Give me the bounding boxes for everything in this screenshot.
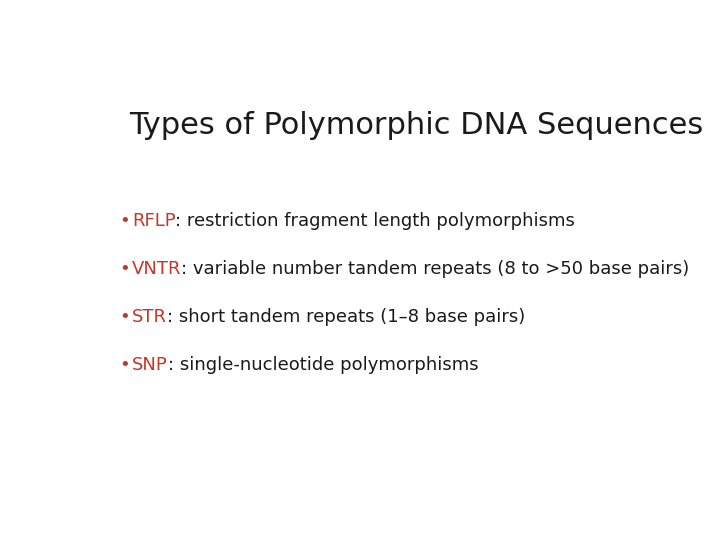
Text: SNP: SNP <box>132 356 168 374</box>
Text: VNTR: VNTR <box>132 260 181 278</box>
Text: •: • <box>120 356 130 374</box>
Text: : restriction fragment length polymorphisms: : restriction fragment length polymorphi… <box>176 212 575 231</box>
Text: STR: STR <box>132 308 167 326</box>
Text: : variable number tandem repeats (8 to >50 base pairs): : variable number tandem repeats (8 to >… <box>181 260 690 278</box>
Text: Types of Polymorphic DNA Sequences: Types of Polymorphic DNA Sequences <box>129 111 703 139</box>
Text: •: • <box>120 212 130 231</box>
Text: •: • <box>120 260 130 278</box>
Text: •: • <box>120 308 130 326</box>
Text: : short tandem repeats (1–8 base pairs): : short tandem repeats (1–8 base pairs) <box>167 308 525 326</box>
Text: RFLP: RFLP <box>132 212 176 231</box>
Text: : single-nucleotide polymorphisms: : single-nucleotide polymorphisms <box>168 356 478 374</box>
